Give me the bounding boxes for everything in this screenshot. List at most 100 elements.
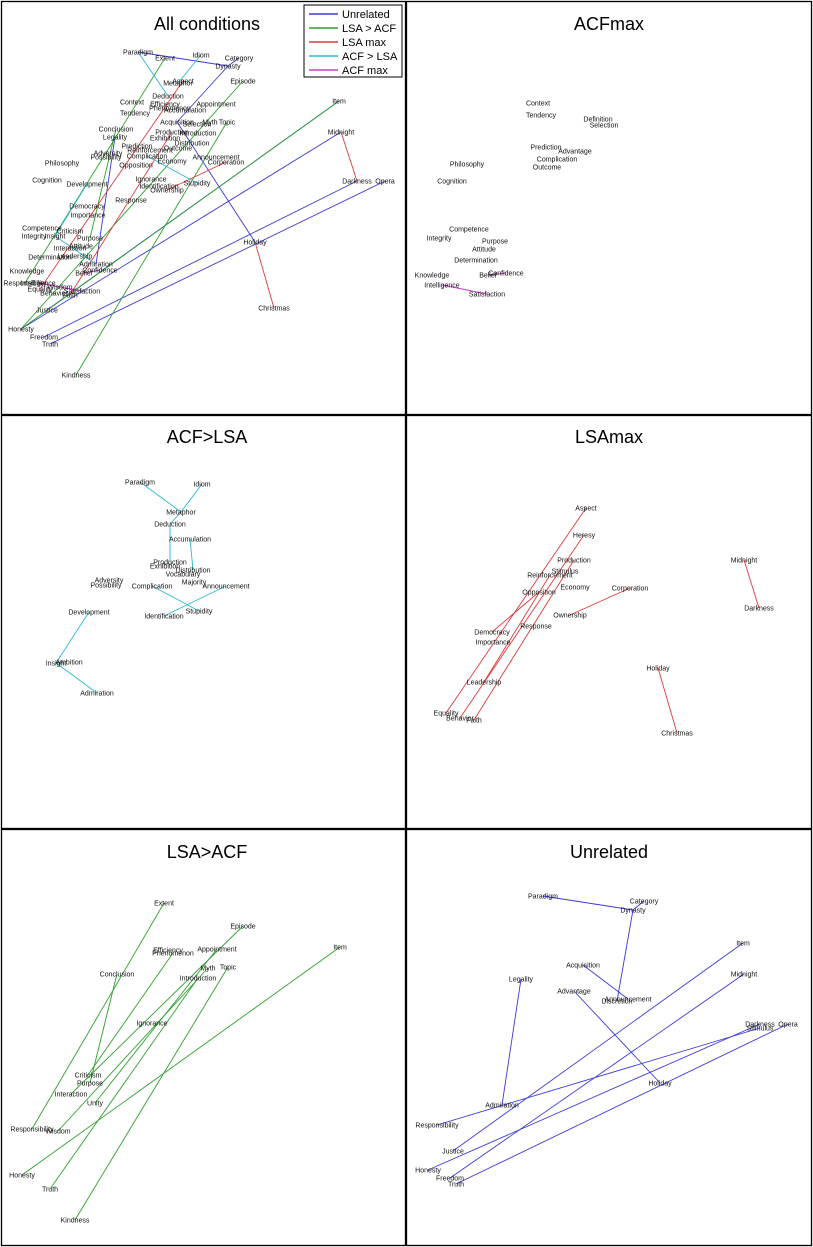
word-label-dynasty: Dynasty (620, 908, 646, 915)
word-label-conclusion: Conclusion (99, 127, 134, 134)
word-label-acquisition: Acquisition (160, 120, 194, 127)
link-dynasty-discretion (616, 909, 634, 1002)
panel-title-all-conditions: All conditions (154, 14, 260, 34)
word-label-responsibility: Responsibility (10, 1127, 54, 1134)
word-label-distribution: Distribution (175, 568, 210, 575)
link-conclusion-purpose (89, 973, 118, 1084)
word-label-paradigm: Paradigm (125, 480, 155, 487)
link-aspect-equality (445, 507, 587, 714)
word-label-topic: Topic (219, 120, 236, 127)
word-label-competence: Competence (22, 226, 62, 233)
word-label-deduction: Deduction (152, 94, 184, 101)
word-label-darkness: Darkness (745, 1022, 775, 1029)
word-label-responsibility: Responsibility (415, 1123, 459, 1130)
link-holiday-christmas (657, 667, 678, 734)
word-label-phenomenon: Phenomenon (149, 106, 191, 113)
word-label-announcement: Announcement (202, 584, 249, 591)
word-label-leadership: Leadership (467, 680, 502, 687)
word-label-identification: Identification (139, 184, 178, 191)
link-paradigm-dynasty (137, 51, 229, 67)
word-label-myth: Myth (202, 120, 217, 127)
link-metaphor-deduction (169, 511, 182, 525)
word-label-holiday: Holiday (243, 240, 267, 247)
word-label-production: Production (153, 560, 187, 567)
word-label-ownership: Ownership (553, 613, 587, 620)
word-label-insight: Insight (46, 661, 67, 668)
word-label-response: Response (520, 624, 552, 631)
word-label-ownership: Ownership (150, 188, 184, 195)
word-label-metaphor: Metaphor (166, 510, 196, 517)
word-label-wisdom: Wisdom (47, 285, 72, 292)
word-label-acquisition: Acquisition (566, 963, 600, 970)
word-label-interaction: Interaction (55, 1092, 88, 1099)
legend-box (303, 4, 403, 78)
word-label-corporation: Corporation (208, 160, 245, 167)
word-label-importance: Importance (70, 213, 105, 220)
link-development-insight (54, 183, 88, 237)
word-label-importance: Importance (475, 640, 510, 647)
word-label-paradigm: Paradigm (123, 50, 153, 57)
word-label-production: Production (155, 130, 189, 137)
word-label-faith: Faith (62, 293, 78, 300)
word-label-intelligence: Intelligence (424, 283, 460, 290)
word-label-accumulation: Accumulation (169, 537, 211, 544)
word-label-advantage: Advantage (557, 989, 591, 996)
word-label-ambition: Ambition (55, 660, 82, 667)
word-label-integrity: Integrity (22, 234, 47, 241)
link-midnight-darkness (743, 559, 760, 609)
word-label-metaphor: Metaphor (163, 81, 193, 88)
link-stimulus-responsibility (436, 1027, 761, 1126)
word-label-ignorance: Ignorance (135, 177, 166, 184)
word-label-satisfaction: Satisfaction (64, 289, 100, 296)
word-label-leadership: Leadership (58, 254, 93, 261)
word-label-heresy: Heresy (573, 533, 596, 540)
word-label-unity: Unity (87, 1101, 103, 1108)
word-label-outcome: Outcome (533, 165, 562, 172)
word-label-context: Context (120, 100, 144, 107)
word-label-competence: Competence (449, 227, 489, 234)
link-topic-kindness (75, 121, 228, 376)
word-label-tendency: Tendency (120, 111, 150, 118)
link-corporation-ownership (569, 587, 631, 616)
word-label-admiration: Admiration (80, 691, 114, 698)
link-darkness-honesty (427, 1023, 761, 1171)
word-label-reinforcement: Reinforcement (127, 148, 173, 155)
word-label-truth: Truth (448, 1182, 464, 1189)
link-production-faith (69, 131, 173, 296)
word-label-truth: Truth (42, 342, 58, 349)
word-label-possibility: Possibility (90, 583, 122, 590)
word-label-admiration: Admiration (485, 1103, 519, 1110)
link-phenomenon-criticism (87, 952, 174, 1076)
word-label-vocabulary: Vocabulary (166, 572, 201, 579)
word-label-aspect: Aspect (575, 506, 596, 513)
word-label-midnight: Midnight (731, 558, 758, 565)
link-paradigm-dynasty (542, 895, 634, 911)
link-belief-confidence (83, 269, 101, 274)
word-label-darkness: Darkness (744, 606, 774, 613)
word-label-announcement: Announcement (604, 997, 651, 1004)
word-label-myth: Myth (200, 966, 215, 973)
link-dynasty-acquisition (176, 65, 229, 123)
word-label-honesty: Honesty (415, 1168, 441, 1175)
link-insight-admiration (54, 235, 97, 265)
legend-label-lsa-gt-acf: LSA > ACF (342, 23, 396, 35)
word-label-honesty: Honesty (9, 1173, 35, 1180)
word-label-belief: Belief (479, 273, 497, 280)
panel-title-lsa-gt-acf: LSA>ACF (167, 842, 248, 862)
word-label-admiration: Admiration (79, 262, 113, 269)
word-label-legality: Legality (509, 977, 534, 984)
word-label-criticism: Criticism (57, 229, 84, 236)
word-label-holiday: Holiday (648, 1081, 672, 1088)
legend-label-acf-max: ACF max (342, 65, 388, 77)
word-label-determination: Determination (454, 258, 498, 265)
word-label-category: Category (630, 899, 659, 906)
word-label-extent: Extent (155, 56, 175, 63)
link-intelligence-satisfaction (37, 282, 83, 292)
link-opera-truth (49, 180, 386, 345)
word-label-possibility: Possibility (90, 155, 122, 162)
word-label-production: Production (557, 558, 591, 565)
legend-label-lsa-max: LSA max (342, 37, 387, 49)
word-label-opera: Opera (778, 1022, 798, 1029)
word-label-paradigm: Paradigm (528, 894, 558, 901)
